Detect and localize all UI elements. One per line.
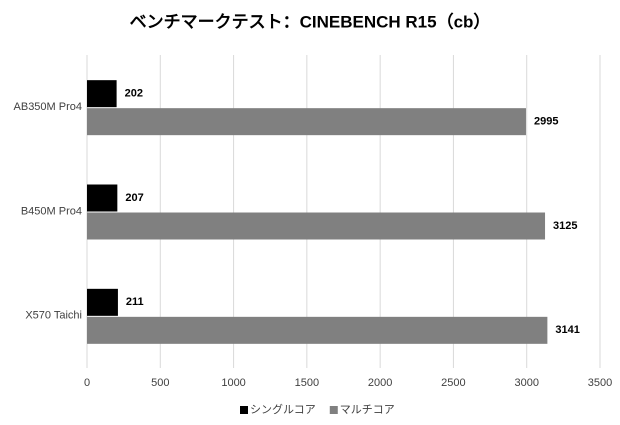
data-label: 3141 [555,324,579,336]
data-label: 211 [126,296,144,308]
bar [87,316,548,344]
data-label: 2995 [534,116,558,128]
x-tick-label: 0 [84,377,90,389]
x-tick-label: 1500 [295,377,319,389]
data-label: 202 [125,88,143,100]
y-tick-label: B450M Pro4 [21,205,82,217]
x-tick-label: 500 [151,377,169,389]
bar [87,108,526,136]
bar [87,288,118,316]
x-tick-label: 2500 [441,377,465,389]
legend-label: シングルコア [250,402,316,416]
legend-swatch [240,406,248,414]
data-label: 3125 [553,220,577,232]
bar [87,184,118,212]
legend-swatch [329,406,338,414]
x-tick-label: 3500 [588,377,612,389]
legend-label: マルチコア [340,403,395,416]
x-tick-label: 1000 [221,377,245,389]
x-tick-label: 3000 [514,377,538,389]
bar [87,212,546,240]
y-tick-label: AB350M Pro4 [14,101,82,113]
x-tick-label: 2000 [368,377,392,389]
chart-title: ベンチマークテスト：CINEBENCH R15（cb） [130,11,491,31]
data-label: 207 [125,192,143,204]
bar [87,80,117,108]
y-tick-label: X570 Taichi [25,310,82,322]
